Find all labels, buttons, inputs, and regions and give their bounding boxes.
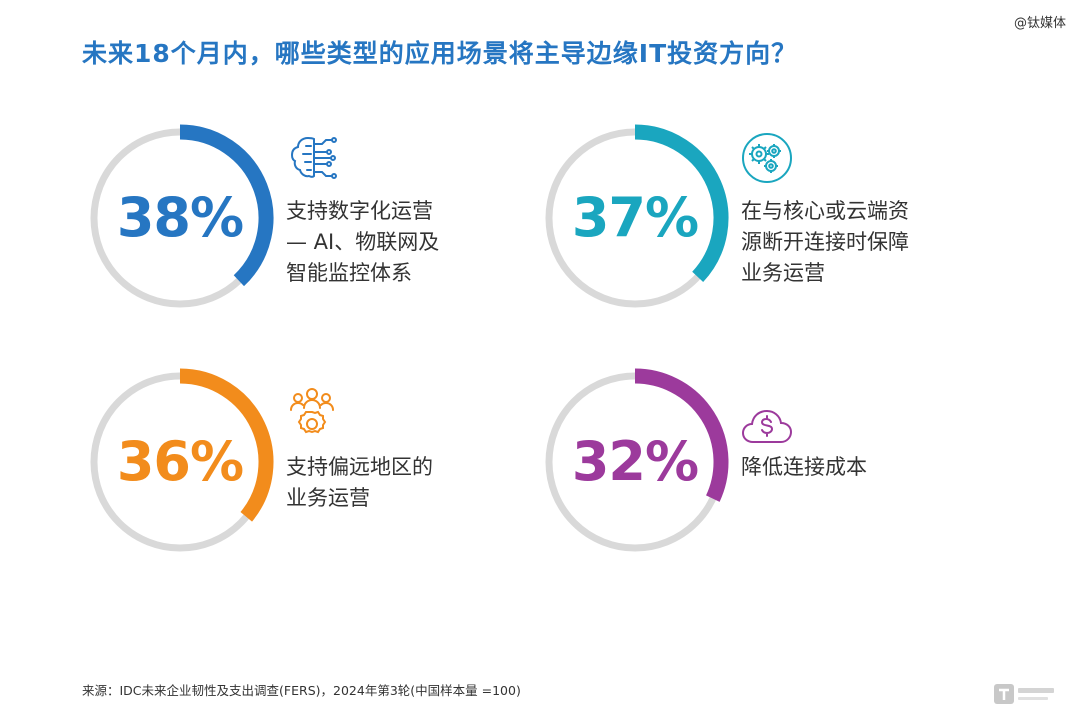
scenario-description: 在与核心或云端资 源断开连接时保障 业务运营	[741, 199, 909, 285]
stat-card-digital-ops: 38% 支持数字化运营 — AI、物联网及 智能监控体系	[80, 118, 520, 318]
percentage-label: 37%	[571, 186, 699, 249]
donut-arc	[634, 124, 729, 282]
percentage-label: 36%	[116, 430, 244, 493]
donut-arc	[179, 368, 274, 522]
gears-icon	[739, 130, 795, 186]
watermark-text: @钛媒体	[1013, 16, 1066, 31]
stat-card-disconnected-ops: 37% 在与核心或云端资 源断开连接时保障 业务运营	[535, 118, 975, 318]
scenario-description: 支持偏远地区的 业务运营	[286, 455, 433, 510]
donut-ring	[90, 368, 274, 552]
donut-ring	[90, 124, 274, 308]
scenario-description: 支持数字化运营 — AI、物联网及 智能监控体系	[286, 199, 440, 285]
donut-arc	[634, 368, 729, 502]
people-gear-icon	[284, 384, 340, 440]
source-note: 来源：IDC未来企业韧性及支出调查(FERS)，2024年第3轮(中国样本量 =…	[82, 683, 521, 698]
percentage-label: 38%	[116, 186, 244, 249]
percentage-label: 32%	[571, 430, 699, 493]
page-title: 未来18个月内，哪些类型的应用场景将主导边缘IT投资方向？	[82, 39, 798, 68]
stat-card-remote-ops: 36% 支持偏远地区的 业务运营	[80, 362, 520, 562]
donut-ring	[545, 124, 729, 308]
cloud-dollar-icon	[739, 398, 795, 454]
ai-chip-icon	[284, 130, 340, 186]
donut-ring	[545, 368, 729, 552]
stat-card-connection-cost: 32% 降低连接成本	[535, 362, 975, 562]
tmtpost-logo	[994, 684, 1054, 704]
scenario-description: 降低连接成本	[741, 455, 867, 479]
donut-arc	[179, 124, 274, 287]
